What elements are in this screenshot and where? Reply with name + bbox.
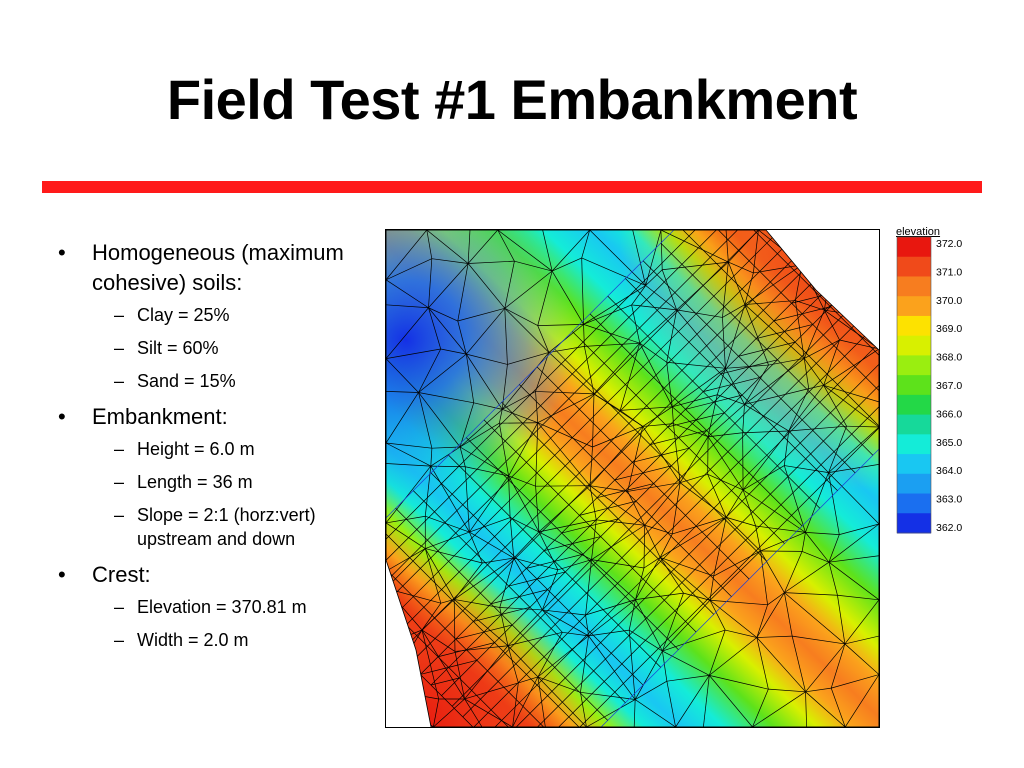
legend-swatch	[897, 315, 931, 337]
sub-list: Clay = 25% Silt = 60% Sand = 15%	[92, 303, 380, 393]
legend-label: 362.0	[936, 522, 962, 534]
sub-list: Height = 6.0 m Length = 36 m Slope = 2:1…	[92, 437, 380, 551]
legend-swatch	[897, 394, 931, 416]
legend-label: 364.0	[936, 465, 962, 477]
bullet-list: Homogeneous (maximum cohesive) soils: Cl…	[50, 238, 380, 661]
legend-swatch	[897, 414, 931, 435]
legend-swatch	[897, 256, 931, 277]
elevation-legend: elevation 372.0 371.0 370.0 369.0 368.0 367.0…	[895, 226, 985, 538]
sub-bullet-item: Width = 2.0 m	[92, 628, 380, 652]
legend-label: 368.0	[936, 352, 962, 364]
legend-swatch	[897, 454, 931, 475]
sub-bullet-item: Length = 36 m	[92, 470, 380, 494]
legend-title: elevation	[896, 226, 941, 238]
legend-swatch	[897, 296, 931, 317]
elevation-map-svg	[385, 229, 880, 728]
legend-label: 365.0	[936, 437, 962, 449]
legend-swatch	[897, 513, 931, 534]
sub-bullet-item: Height = 6.0 m	[92, 437, 380, 461]
legend-label: 366.0	[936, 408, 962, 420]
sub-bullet-item: Silt = 60%	[92, 336, 380, 360]
elevation-map	[385, 229, 880, 728]
bullet-text: Crest:	[92, 562, 151, 587]
legend-swatch	[897, 276, 931, 297]
legend-swatch	[897, 493, 931, 514]
sub-bullet-item: Elevation = 370.81 m	[92, 595, 380, 619]
legend-swatch	[897, 355, 931, 376]
legend-label: 369.0	[936, 323, 962, 335]
sub-list: Elevation = 370.81 m Width = 2.0 m	[92, 595, 380, 652]
bullet-text: Embankment:	[92, 404, 228, 429]
legend-label: 367.0	[936, 380, 962, 392]
bullet-text: Homogeneous (maximum cohesive) soils:	[92, 240, 344, 295]
bullet-item: Crest: Elevation = 370.81 m Width = 2.0 …	[50, 560, 380, 652]
legend-label: 370.0	[936, 295, 962, 307]
legend-swatch	[897, 335, 931, 356]
legend-swatch	[897, 434, 931, 455]
legend-swatch	[897, 473, 931, 495]
legend-swatch	[897, 237, 931, 258]
legend-label: 363.0	[936, 494, 962, 506]
sub-bullet-item: Sand = 15%	[92, 369, 380, 393]
bullet-item: Embankment: Height = 6.0 m Length = 36 m…	[50, 402, 380, 551]
bullet-item: Homogeneous (maximum cohesive) soils: Cl…	[50, 238, 380, 393]
legend-label: 372.0	[936, 238, 962, 250]
legend-label: 371.0	[936, 266, 962, 278]
sub-bullet-item: Slope = 2:1 (horz:vert) upstream and dow…	[92, 503, 380, 551]
sub-bullet-item: Clay = 25%	[92, 303, 380, 327]
title-divider	[42, 181, 982, 193]
slide-title: Field Test #1 Embankment	[166, 68, 858, 131]
legend-swatch	[897, 375, 931, 396]
legend-scale: 372.0 371.0 370.0 369.0 368.0 367.0 366.0 365.0…	[896, 236, 962, 534]
